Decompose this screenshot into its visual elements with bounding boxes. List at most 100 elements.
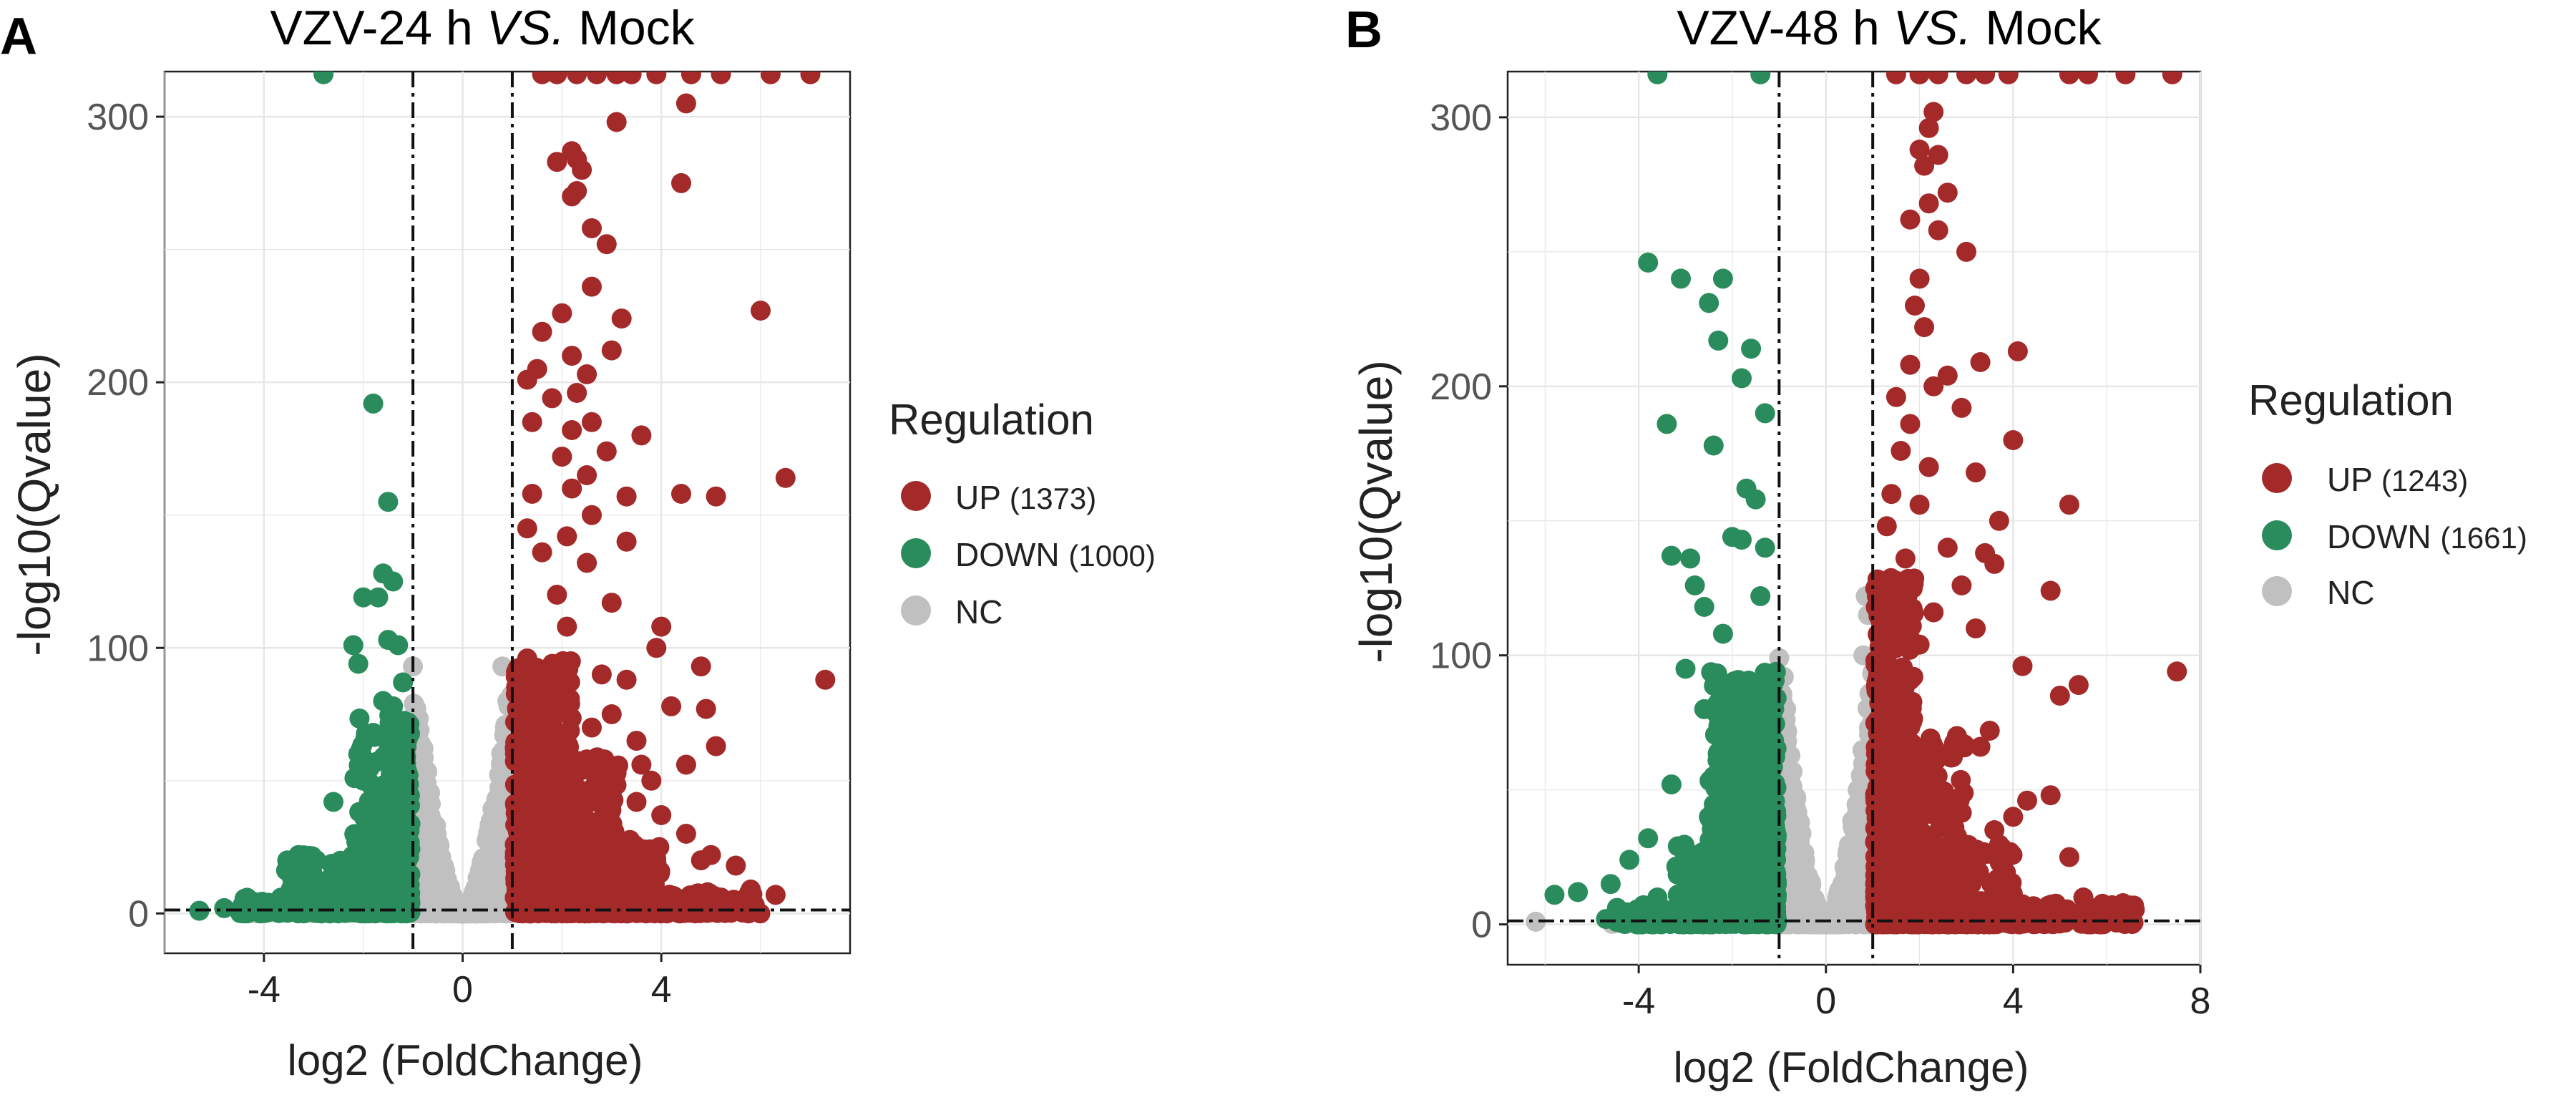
up-point bbox=[626, 792, 647, 812]
up-point bbox=[601, 593, 622, 613]
up-point bbox=[527, 667, 547, 688]
up-point bbox=[626, 731, 647, 751]
down-point bbox=[1735, 703, 1755, 724]
up-point bbox=[751, 301, 771, 321]
down-point bbox=[1718, 692, 1739, 713]
x-tick-label: 4 bbox=[651, 969, 672, 1011]
down-point bbox=[1764, 730, 1785, 751]
down-point bbox=[330, 852, 351, 872]
up-point bbox=[552, 731, 572, 751]
up-point bbox=[631, 754, 652, 775]
up-point bbox=[580, 812, 600, 832]
up-point bbox=[646, 842, 667, 862]
up-point bbox=[765, 885, 786, 905]
down-point bbox=[348, 744, 369, 764]
legend-item-nc: NC bbox=[901, 593, 1002, 631]
up-point bbox=[606, 112, 627, 132]
panel-b-points-viewport bbox=[1526, 72, 2187, 935]
up-point bbox=[532, 321, 552, 342]
y-tick-label: 200 bbox=[87, 362, 149, 404]
down-point bbox=[313, 72, 334, 84]
up-point bbox=[691, 850, 711, 871]
down-point bbox=[383, 696, 404, 716]
nc-point bbox=[1526, 911, 1546, 932]
legend-nc-label: NC bbox=[955, 593, 1002, 631]
up-point bbox=[524, 805, 545, 826]
up-point bbox=[552, 303, 572, 323]
panel-a-label: A bbox=[0, 8, 37, 65]
up-point bbox=[532, 542, 552, 563]
nc-point bbox=[1800, 872, 1821, 892]
up-point bbox=[522, 484, 542, 504]
up-point bbox=[680, 72, 701, 84]
nc-point bbox=[482, 824, 503, 844]
up-point bbox=[557, 526, 577, 547]
up-point bbox=[711, 72, 731, 84]
down-point bbox=[358, 829, 379, 850]
up-point bbox=[675, 824, 696, 844]
down-point bbox=[214, 897, 235, 918]
up-point bbox=[524, 754, 545, 774]
up-point bbox=[696, 699, 716, 719]
up-point bbox=[545, 895, 565, 916]
up-point bbox=[815, 669, 836, 690]
down-point bbox=[389, 818, 410, 839]
up-point bbox=[562, 346, 582, 366]
down-point bbox=[1703, 767, 1724, 788]
down-point bbox=[303, 877, 324, 897]
legend-item-up: UP (1373) bbox=[901, 479, 1096, 516]
y-tick-label: 300 bbox=[87, 97, 149, 138]
up-point bbox=[517, 739, 537, 759]
panel-b-title: VZV-48 h VS. Mock bbox=[1677, 1, 2102, 55]
legend-item-down: DOWN (1000) bbox=[901, 536, 1156, 573]
up-point bbox=[616, 486, 637, 507]
up-point bbox=[726, 855, 746, 876]
nc-point bbox=[1805, 911, 1825, 932]
nc-point bbox=[1787, 833, 1808, 854]
down-point bbox=[378, 749, 399, 770]
nc-point bbox=[1843, 877, 1863, 898]
up-point bbox=[596, 234, 617, 255]
up-point bbox=[800, 72, 821, 84]
up-point bbox=[631, 890, 652, 910]
down-point bbox=[1765, 791, 1785, 812]
up-point bbox=[577, 553, 597, 573]
up-point bbox=[522, 412, 542, 432]
up-point bbox=[601, 340, 622, 361]
up-point bbox=[661, 696, 682, 716]
legend-down-swatch bbox=[901, 538, 931, 568]
up-point bbox=[552, 447, 572, 467]
up-point bbox=[562, 478, 582, 499]
up-point bbox=[616, 531, 637, 552]
up-point bbox=[591, 664, 612, 685]
down-point bbox=[1727, 729, 1748, 750]
up-point bbox=[601, 704, 622, 724]
nc-point bbox=[1805, 893, 1826, 914]
up-point bbox=[567, 72, 587, 84]
down-point bbox=[368, 802, 389, 823]
x-tick-label: 0 bbox=[452, 969, 473, 1011]
panel-a-title: VZV-24 h VS. Mock bbox=[270, 1, 695, 55]
down-point bbox=[349, 709, 370, 729]
up-point bbox=[775, 467, 796, 488]
up-point bbox=[577, 364, 597, 384]
up-point bbox=[706, 486, 726, 507]
up-point bbox=[572, 160, 592, 180]
up-point bbox=[651, 616, 672, 637]
nc-point bbox=[1844, 820, 1864, 840]
panel-a-legend-title: Regulation bbox=[889, 396, 1094, 444]
down-point bbox=[353, 770, 374, 791]
panel-b-points bbox=[1526, 72, 2187, 935]
up-point bbox=[547, 152, 567, 172]
up-point bbox=[517, 648, 537, 669]
down-point bbox=[1745, 772, 1765, 793]
nc-point bbox=[1829, 913, 1850, 934]
up-point bbox=[563, 770, 584, 790]
up-point bbox=[567, 383, 587, 403]
up-point bbox=[576, 793, 597, 814]
nc-point bbox=[464, 882, 484, 902]
up-point bbox=[516, 832, 537, 852]
up-point bbox=[582, 505, 602, 525]
y-tick-label: 100 bbox=[87, 628, 149, 669]
up-point bbox=[567, 895, 588, 915]
